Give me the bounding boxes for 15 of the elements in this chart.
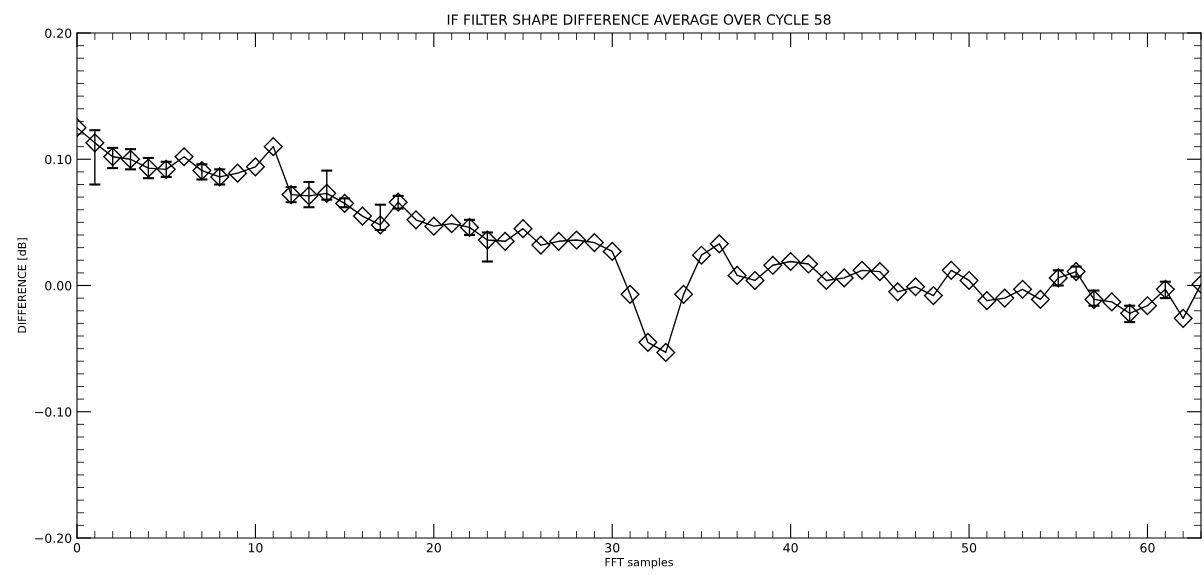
y-tick-label: 0.10 (45, 154, 72, 165)
y-tick-label: 0.20 (45, 28, 72, 38)
x-tick-label: 0 (73, 543, 81, 553)
chart-title: IF FILTER SHAPE DIFFERENCE AVERAGE OVER CYCLE 58 (447, 14, 831, 25)
x-tick-label: 20 (426, 543, 441, 553)
x-tick-label: 10 (248, 543, 263, 553)
x-tick-label: 30 (605, 543, 620, 553)
y-tick-label: 0.00 (45, 280, 72, 291)
x-tick-label: 50 (962, 543, 977, 553)
x-tick-label: 60 (1140, 543, 1155, 553)
y-tick-label: −0.20 (35, 533, 72, 543)
y-tick-label: −0.10 (35, 407, 72, 417)
x-axis-title: FFT samples (605, 557, 674, 569)
y-axis-title: DIFFERENCE [dB] (17, 238, 28, 333)
x-tick-label: 40 (783, 543, 798, 553)
